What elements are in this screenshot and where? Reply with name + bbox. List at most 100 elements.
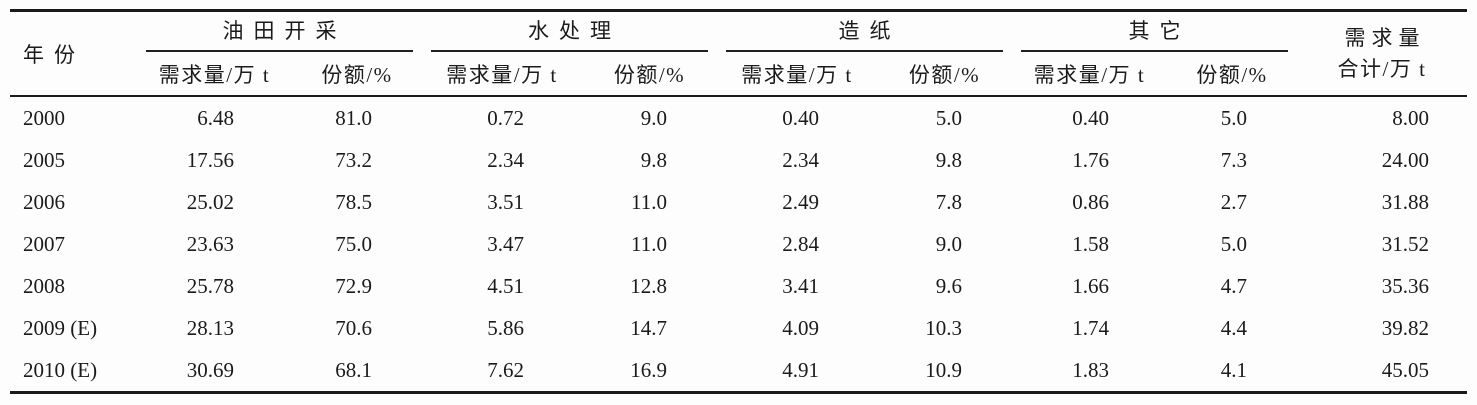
table-row: 2010 (E) 30.69 68.1 7.62 16.9 4.91 10.9 … (10, 349, 1467, 393)
value-cell: 3.51 (487, 189, 524, 214)
year-cell: 2006 (23, 189, 65, 214)
value-cell: 7.8 (935, 189, 962, 214)
total-cell: 45.05 (1381, 357, 1429, 382)
demand-share-table: 年份 油田开采 水处理 造纸 其它 需求量 合计/万 t (10, 9, 1467, 394)
column-group-water-treatment: 水处理 (422, 11, 717, 52)
value-cell: 11.0 (631, 231, 667, 256)
column-header-total-demand: 需求量 合计/万 t (1297, 10, 1467, 97)
total-cell: 24.00 (1381, 147, 1429, 172)
value-cell: 2.34 (782, 147, 819, 172)
value-cell: 25.02 (186, 189, 234, 214)
year-cell: 2000 (23, 105, 65, 130)
value-cell: 75.0 (335, 231, 372, 256)
column-group-oilfield: 油田开采 (137, 11, 422, 52)
year-cell: 2010 (E) (23, 357, 98, 382)
column-header-others-share: 份额/% (1167, 52, 1297, 97)
group-header-row: 年份 油田开采 水处理 造纸 其它 需求量 合计/万 t (10, 10, 1467, 97)
value-cell: 2.84 (782, 231, 819, 256)
value-cell: 30.69 (186, 357, 234, 382)
column-header-paper-share: 份额/% (877, 52, 1012, 97)
value-cell: 1.58 (1072, 231, 1109, 256)
value-cell: 4.7 (1220, 273, 1247, 298)
value-cell: 1.76 (1072, 147, 1109, 172)
value-cell: 9.8 (640, 147, 667, 172)
column-header-oilfield-demand: 需求量/万 t (137, 52, 292, 97)
value-cell: 5.0 (1220, 105, 1247, 130)
group-label-others: 其它 (1128, 19, 1191, 43)
value-cell: 9.6 (935, 273, 962, 298)
column-header-water-demand: 需求量/万 t (422, 52, 582, 97)
column-header-year: 年份 (10, 10, 137, 97)
column-header-paper-demand: 需求量/万 t (717, 52, 877, 97)
value-cell: 1.66 (1072, 273, 1109, 298)
value-cell: 14.7 (630, 315, 667, 340)
value-cell: 4.4 (1220, 315, 1247, 340)
value-cell: 4.91 (782, 357, 819, 382)
value-cell: 70.6 (335, 315, 372, 340)
value-cell: 0.40 (1072, 105, 1109, 130)
year-cell: 2007 (23, 231, 65, 256)
group-label-papermaking: 造纸 (838, 19, 901, 43)
year-cell: 2009 (E) (23, 315, 98, 340)
value-cell: 68.1 (335, 357, 372, 382)
value-cell: 25.78 (186, 273, 234, 298)
value-cell: 3.47 (487, 231, 524, 256)
value-cell: 17.56 (186, 147, 234, 172)
column-header-oilfield-share: 份额/% (292, 52, 422, 97)
column-header-others-demand: 需求量/万 t (1012, 52, 1167, 97)
column-group-others: 其它 (1012, 11, 1297, 52)
value-cell: 0.72 (487, 105, 524, 130)
table-row: 2008 25.78 72.9 4.51 12.8 3.41 9.6 1.66 … (10, 265, 1467, 307)
value-cell: 16.9 (630, 357, 667, 382)
total-cell: 39.82 (1381, 315, 1429, 340)
value-cell: 12.8 (630, 273, 667, 298)
value-cell: 5.0 (935, 105, 962, 130)
table-row: 2009 (E) 28.13 70.6 5.86 14.7 4.09 10.3 … (10, 307, 1467, 349)
group-label-oilfield: 油田开采 (222, 19, 347, 43)
total-cell: 31.88 (1381, 189, 1429, 214)
total-header-line1: 需求量 (1344, 25, 1426, 50)
year-cell: 2008 (23, 273, 65, 298)
value-cell: 4.09 (782, 315, 819, 340)
value-cell: 9.8 (935, 147, 962, 172)
table-row: 2005 17.56 73.2 2.34 9.8 2.34 9.8 1.76 7… (10, 139, 1467, 181)
value-cell: 28.13 (186, 315, 234, 340)
value-cell: 2.34 (487, 147, 524, 172)
table-row: 2000 6.48 81.0 0.72 9.0 0.40 5.0 0.40 5.… (10, 96, 1467, 139)
table-row: 2006 25.02 78.5 3.51 11.0 2.49 7.8 0.86 … (10, 181, 1467, 223)
value-cell: 23.63 (186, 231, 234, 256)
value-cell: 2.49 (782, 189, 819, 214)
value-cell: 6.48 (197, 105, 234, 130)
value-cell: 11.0 (631, 189, 667, 214)
total-cell: 35.36 (1381, 273, 1429, 298)
total-header-line2: 合计/万 t (1337, 56, 1427, 81)
value-cell: 1.74 (1072, 315, 1109, 340)
value-cell: 5.86 (487, 315, 524, 340)
value-cell: 10.9 (925, 357, 962, 382)
total-cell: 31.52 (1381, 231, 1429, 256)
value-cell: 1.83 (1072, 357, 1109, 382)
value-cell: 73.2 (335, 147, 372, 172)
value-cell: 5.0 (1220, 231, 1247, 256)
value-cell: 7.3 (1220, 147, 1247, 172)
value-cell: 9.0 (640, 105, 667, 130)
value-cell: 4.1 (1220, 357, 1247, 382)
table-row: 2007 23.63 75.0 3.47 11.0 2.84 9.0 1.58 … (10, 223, 1467, 265)
value-cell: 0.40 (782, 105, 819, 130)
value-cell: 4.51 (487, 273, 524, 298)
value-cell: 81.0 (335, 105, 372, 130)
value-cell: 2.7 (1220, 189, 1247, 214)
value-cell: 0.86 (1072, 189, 1109, 214)
column-group-papermaking: 造纸 (717, 11, 1012, 52)
value-cell: 9.0 (935, 231, 962, 256)
sub-header-row: 需求量/万 t 份额/% 需求量/万 t 份额/% 需求量/万 t 份额/% 需… (10, 52, 1467, 97)
value-cell: 3.41 (782, 273, 819, 298)
year-cell: 2005 (23, 147, 65, 172)
column-header-water-share: 份额/% (582, 52, 717, 97)
total-cell: 8.00 (1392, 105, 1429, 130)
value-cell: 78.5 (335, 189, 372, 214)
group-label-water-treatment: 水处理 (528, 19, 621, 43)
value-cell: 72.9 (335, 273, 372, 298)
value-cell: 7.62 (487, 357, 524, 382)
